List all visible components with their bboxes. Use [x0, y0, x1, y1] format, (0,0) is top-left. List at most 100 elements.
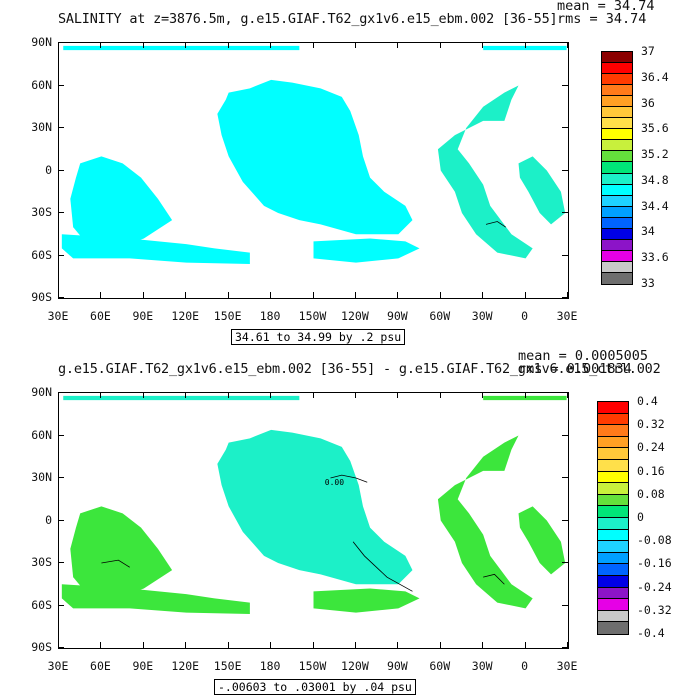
x-tick-mark: [227, 642, 229, 648]
colorbar-swatch: [602, 118, 632, 130]
colorbar-swatch: [598, 506, 628, 518]
colorbar-label: 35.2: [641, 147, 669, 162]
contour-line: [483, 573, 505, 585]
x-tick-label: 60E: [90, 659, 111, 673]
ocean-basin-field: [313, 238, 420, 263]
x-tick-mark: [185, 42, 187, 48]
ocean-basin-field: [61, 234, 250, 264]
contour-range-label: -.00603 to .03001 by .04 psu: [214, 679, 416, 695]
y-tick-mark: [58, 562, 64, 563]
y-tick-label: 30N: [31, 470, 52, 484]
x-tick-mark: [397, 42, 399, 48]
x-tick-mark: [227, 42, 229, 48]
x-tick-label: 30E: [556, 659, 578, 673]
mean-stat: mean = 0.0005005: [518, 348, 649, 364]
colorbar-swatch: [602, 195, 632, 207]
x-tick-mark: [567, 292, 568, 298]
x-tick-mark: [58, 642, 59, 648]
x-tick-mark: [312, 292, 314, 298]
colorbar-swatch: [602, 52, 632, 64]
x-tick-mark: [142, 392, 144, 398]
x-tick-mark: [142, 42, 144, 48]
y-tick-label: 60N: [31, 77, 52, 92]
colorbar-swatch: [602, 162, 632, 174]
colorbar-label: -0.4: [637, 626, 665, 640]
y-tick-mark: [562, 519, 568, 521]
x-tick-label: 90E: [132, 659, 154, 673]
x-tick-label: 150W: [298, 309, 327, 323]
colorbar-label: 0.08: [637, 486, 665, 501]
x-tick-mark: [524, 42, 526, 48]
x-tick-label: 90W: [386, 659, 408, 673]
y-tick-mark: [562, 84, 568, 86]
colorbar-swatch: [598, 494, 628, 507]
y-tick-mark: [58, 519, 64, 521]
y-tick-mark: [562, 42, 568, 43]
colorbar: [601, 51, 633, 285]
x-tick-mark: [185, 642, 187, 648]
x-tick-label: 120W: [341, 659, 369, 673]
ocean-basin-field: [518, 506, 566, 575]
x-tick-mark: [439, 292, 441, 298]
colorbar-swatch: [602, 228, 632, 240]
x-tick-label: 120W: [341, 309, 369, 323]
x-tick-mark: [100, 392, 102, 398]
x-tick-mark: [185, 392, 187, 398]
colorbar-swatch: [598, 529, 628, 542]
x-tick-mark: [100, 42, 102, 48]
x-tick-mark: [354, 292, 356, 298]
x-tick-label: 30E: [556, 309, 578, 323]
rms-stat: rms = 0.001834: [518, 361, 632, 377]
colorbar-swatch: [602, 173, 632, 185]
difference-panel: g.e15.GIAF.T62_gx1v6.e15_ebm.002 [36-55]…: [0, 348, 700, 700]
colorbar-label: 34: [641, 224, 655, 239]
x-tick-mark: [185, 292, 187, 298]
ocean-basin-field: [217, 429, 413, 585]
y-tick-mark: [58, 254, 64, 256]
colorbar-swatch: [602, 74, 632, 86]
y-tick-mark: [562, 604, 568, 606]
y-tick-label: 0: [45, 512, 52, 527]
y-tick-label: 60S: [31, 247, 52, 262]
colorbar-label: 33: [641, 276, 655, 290]
y-tick-label: 60N: [31, 427, 52, 442]
y-tick-mark: [562, 477, 568, 478]
colorbar-label: 36: [641, 95, 655, 110]
colorbar-swatch: [602, 272, 632, 284]
x-tick-label: 30W: [471, 309, 493, 323]
x-tick-mark: [227, 392, 229, 398]
x-tick-label: 60W: [429, 309, 451, 323]
x-tick-mark: [567, 642, 568, 648]
ocean-basin-field: [518, 156, 566, 225]
colorbar-swatch: [598, 413, 628, 426]
colorbar-swatch: [598, 459, 628, 472]
x-tick-mark: [397, 292, 399, 298]
x-tick-mark: [524, 392, 526, 398]
y-tick-label: 30S: [31, 205, 52, 219]
colorbar-swatch: [602, 239, 632, 251]
y-tick-mark: [58, 477, 64, 478]
x-tick-mark: [312, 392, 314, 398]
y-tick-mark: [562, 647, 568, 648]
y-tick-mark: [58, 434, 64, 436]
ocean-basin-field: [63, 395, 300, 401]
x-tick-mark: [227, 292, 229, 298]
x-tick-mark: [100, 642, 102, 648]
x-tick-mark: [58, 42, 59, 48]
x-tick-mark: [354, 42, 356, 48]
x-tick-mark: [270, 42, 272, 48]
x-tick-mark: [270, 292, 272, 298]
colorbar-swatch: [598, 471, 628, 484]
x-tick-mark: [439, 392, 441, 398]
colorbar-swatch: [602, 63, 632, 75]
ocean-basin-field: [63, 45, 300, 51]
rms-stat: rms = 34.74: [557, 11, 647, 27]
x-tick-label: 30E: [47, 659, 69, 673]
colorbar-swatch: [598, 610, 628, 623]
ocean-basin-field: [437, 435, 533, 609]
x-tick-mark: [482, 42, 484, 48]
y-tick-label: 30N: [31, 120, 52, 134]
y-tick-mark: [562, 297, 568, 298]
colorbar-label: -0.24: [637, 579, 672, 594]
x-tick-label: 120E: [171, 659, 200, 673]
